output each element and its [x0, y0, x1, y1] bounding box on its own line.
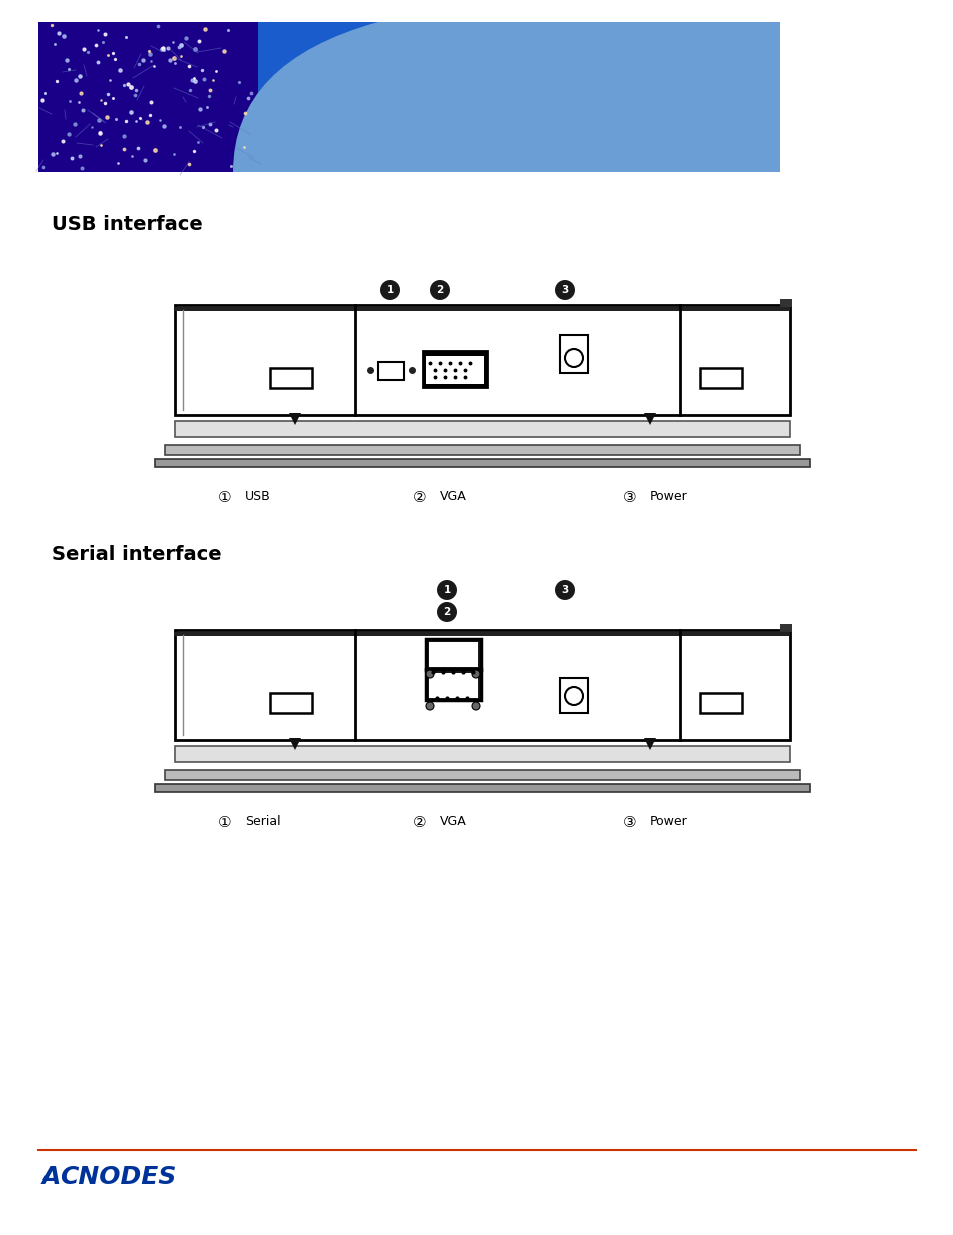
Circle shape	[564, 687, 582, 705]
Text: 2: 2	[443, 606, 450, 618]
Bar	[165, 769, 800, 781]
Bar	[154, 784, 809, 792]
Bar	[426, 669, 480, 700]
Bar	[174, 746, 789, 762]
Polygon shape	[643, 739, 656, 750]
Circle shape	[436, 601, 456, 622]
Bar	[174, 632, 789, 636]
Bar	[174, 630, 789, 740]
Text: 3: 3	[560, 285, 568, 295]
Bar	[780, 299, 791, 308]
Text: ②: ②	[413, 490, 426, 505]
Bar	[38, 22, 257, 172]
Bar	[700, 693, 741, 713]
Polygon shape	[643, 412, 656, 425]
Circle shape	[472, 671, 479, 678]
Text: VGA: VGA	[439, 815, 466, 827]
Text: CNODES: CNODES	[60, 1165, 176, 1189]
Circle shape	[555, 280, 575, 300]
Bar	[165, 445, 800, 454]
Text: 1: 1	[443, 585, 450, 595]
Bar	[426, 638, 480, 671]
Circle shape	[426, 671, 434, 678]
Bar	[780, 624, 791, 632]
Text: USB interface: USB interface	[52, 215, 203, 233]
Bar	[270, 693, 312, 713]
PathPatch shape	[233, 22, 780, 172]
Circle shape	[430, 280, 450, 300]
Text: Serial interface: Serial interface	[52, 545, 221, 564]
Text: ③: ③	[622, 815, 637, 830]
Bar	[700, 368, 741, 388]
Text: ①: ①	[218, 490, 232, 505]
Bar	[174, 421, 789, 437]
Text: 1: 1	[386, 285, 394, 295]
Text: 3: 3	[560, 585, 568, 595]
Text: Serial: Serial	[245, 815, 280, 827]
Bar	[559, 335, 587, 373]
Bar	[154, 459, 809, 467]
Circle shape	[555, 580, 575, 600]
Bar	[38, 22, 780, 172]
Bar	[559, 678, 587, 713]
Text: A: A	[42, 1165, 61, 1189]
Bar	[270, 368, 312, 388]
Circle shape	[379, 280, 399, 300]
Bar	[174, 308, 789, 311]
Circle shape	[436, 580, 456, 600]
Bar	[429, 673, 477, 698]
Bar	[422, 351, 486, 387]
Bar	[377, 362, 403, 380]
Bar	[174, 305, 789, 415]
Text: Power: Power	[649, 815, 687, 827]
Text: USB: USB	[245, 490, 271, 503]
Bar	[426, 356, 483, 384]
Circle shape	[426, 701, 434, 710]
Bar	[429, 642, 477, 667]
Circle shape	[472, 701, 479, 710]
Text: VGA: VGA	[439, 490, 466, 503]
Text: ③: ③	[622, 490, 637, 505]
Polygon shape	[289, 739, 301, 750]
Text: ②: ②	[413, 815, 426, 830]
Circle shape	[564, 350, 582, 367]
Text: ①: ①	[218, 815, 232, 830]
Text: 2: 2	[436, 285, 443, 295]
Polygon shape	[289, 412, 301, 425]
Text: Power: Power	[649, 490, 687, 503]
Polygon shape	[42, 1174, 48, 1179]
